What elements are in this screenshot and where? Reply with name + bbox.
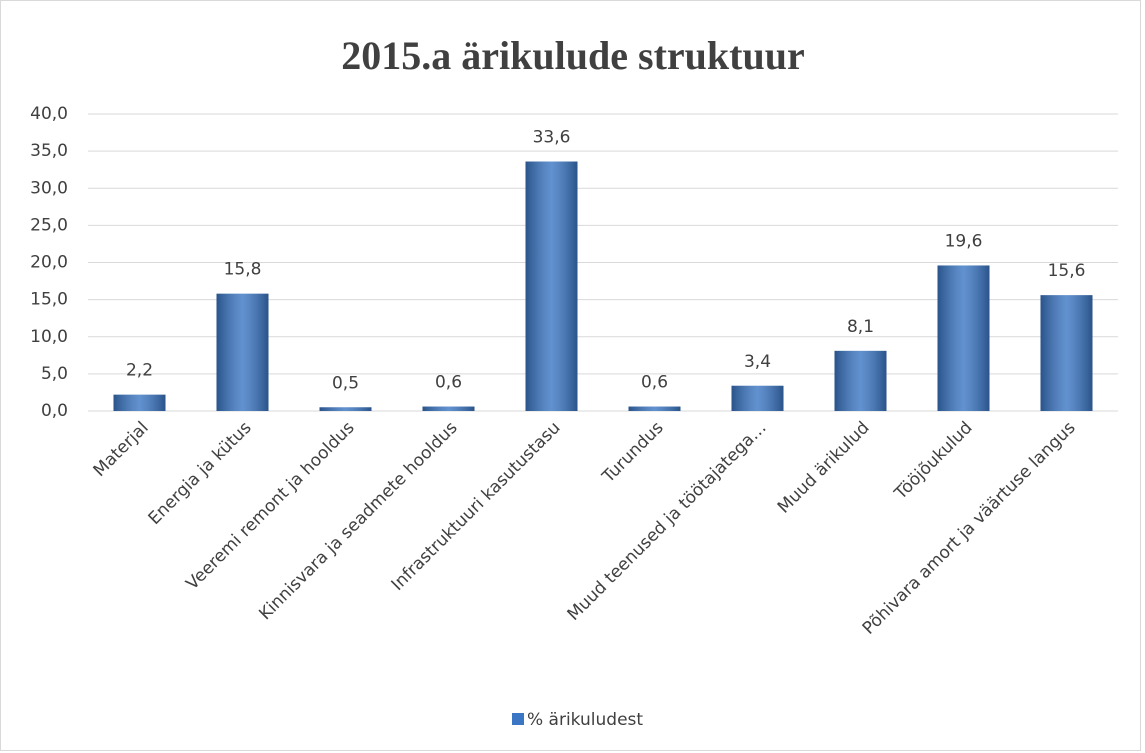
data-label: 3,4 [744, 352, 771, 372]
chart-title: 2015.a ärikulude struktuur [341, 33, 804, 78]
y-tick-label: 20,0 [30, 253, 68, 273]
bar-shade [422, 406, 475, 411]
bar-shade [113, 394, 166, 411]
y-tick-label: 30,0 [30, 178, 68, 198]
y-tick-label: 40,0 [30, 104, 68, 124]
data-label: 2,2 [126, 361, 153, 381]
bar-shade [937, 265, 990, 411]
data-label: 0,6 [435, 373, 462, 393]
bar-shade [319, 407, 372, 411]
data-label: 15,6 [1048, 261, 1086, 281]
data-label: 33,6 [533, 128, 571, 148]
bar-shade [1040, 295, 1093, 411]
y-tick-label: 5,0 [41, 364, 68, 384]
data-label: 15,8 [224, 260, 262, 280]
y-tick-label: 35,0 [30, 141, 68, 161]
bar-shade [216, 293, 269, 411]
y-tick-label: 25,0 [30, 215, 68, 235]
y-tick-label: 10,0 [30, 327, 68, 347]
bar-shade [628, 406, 681, 411]
legend-label: % ärikuludest [527, 710, 643, 730]
bar-shade [731, 385, 784, 411]
y-tick-label: 15,0 [30, 290, 68, 310]
legend-swatch [512, 713, 524, 725]
y-tick-label: 0,0 [41, 401, 68, 421]
bar-shade [834, 350, 887, 411]
data-label: 19,6 [945, 231, 983, 251]
data-label: 8,1 [847, 317, 874, 337]
data-label: 0,5 [332, 373, 359, 393]
bar-shade [525, 161, 578, 411]
data-label: 0,6 [641, 373, 668, 393]
